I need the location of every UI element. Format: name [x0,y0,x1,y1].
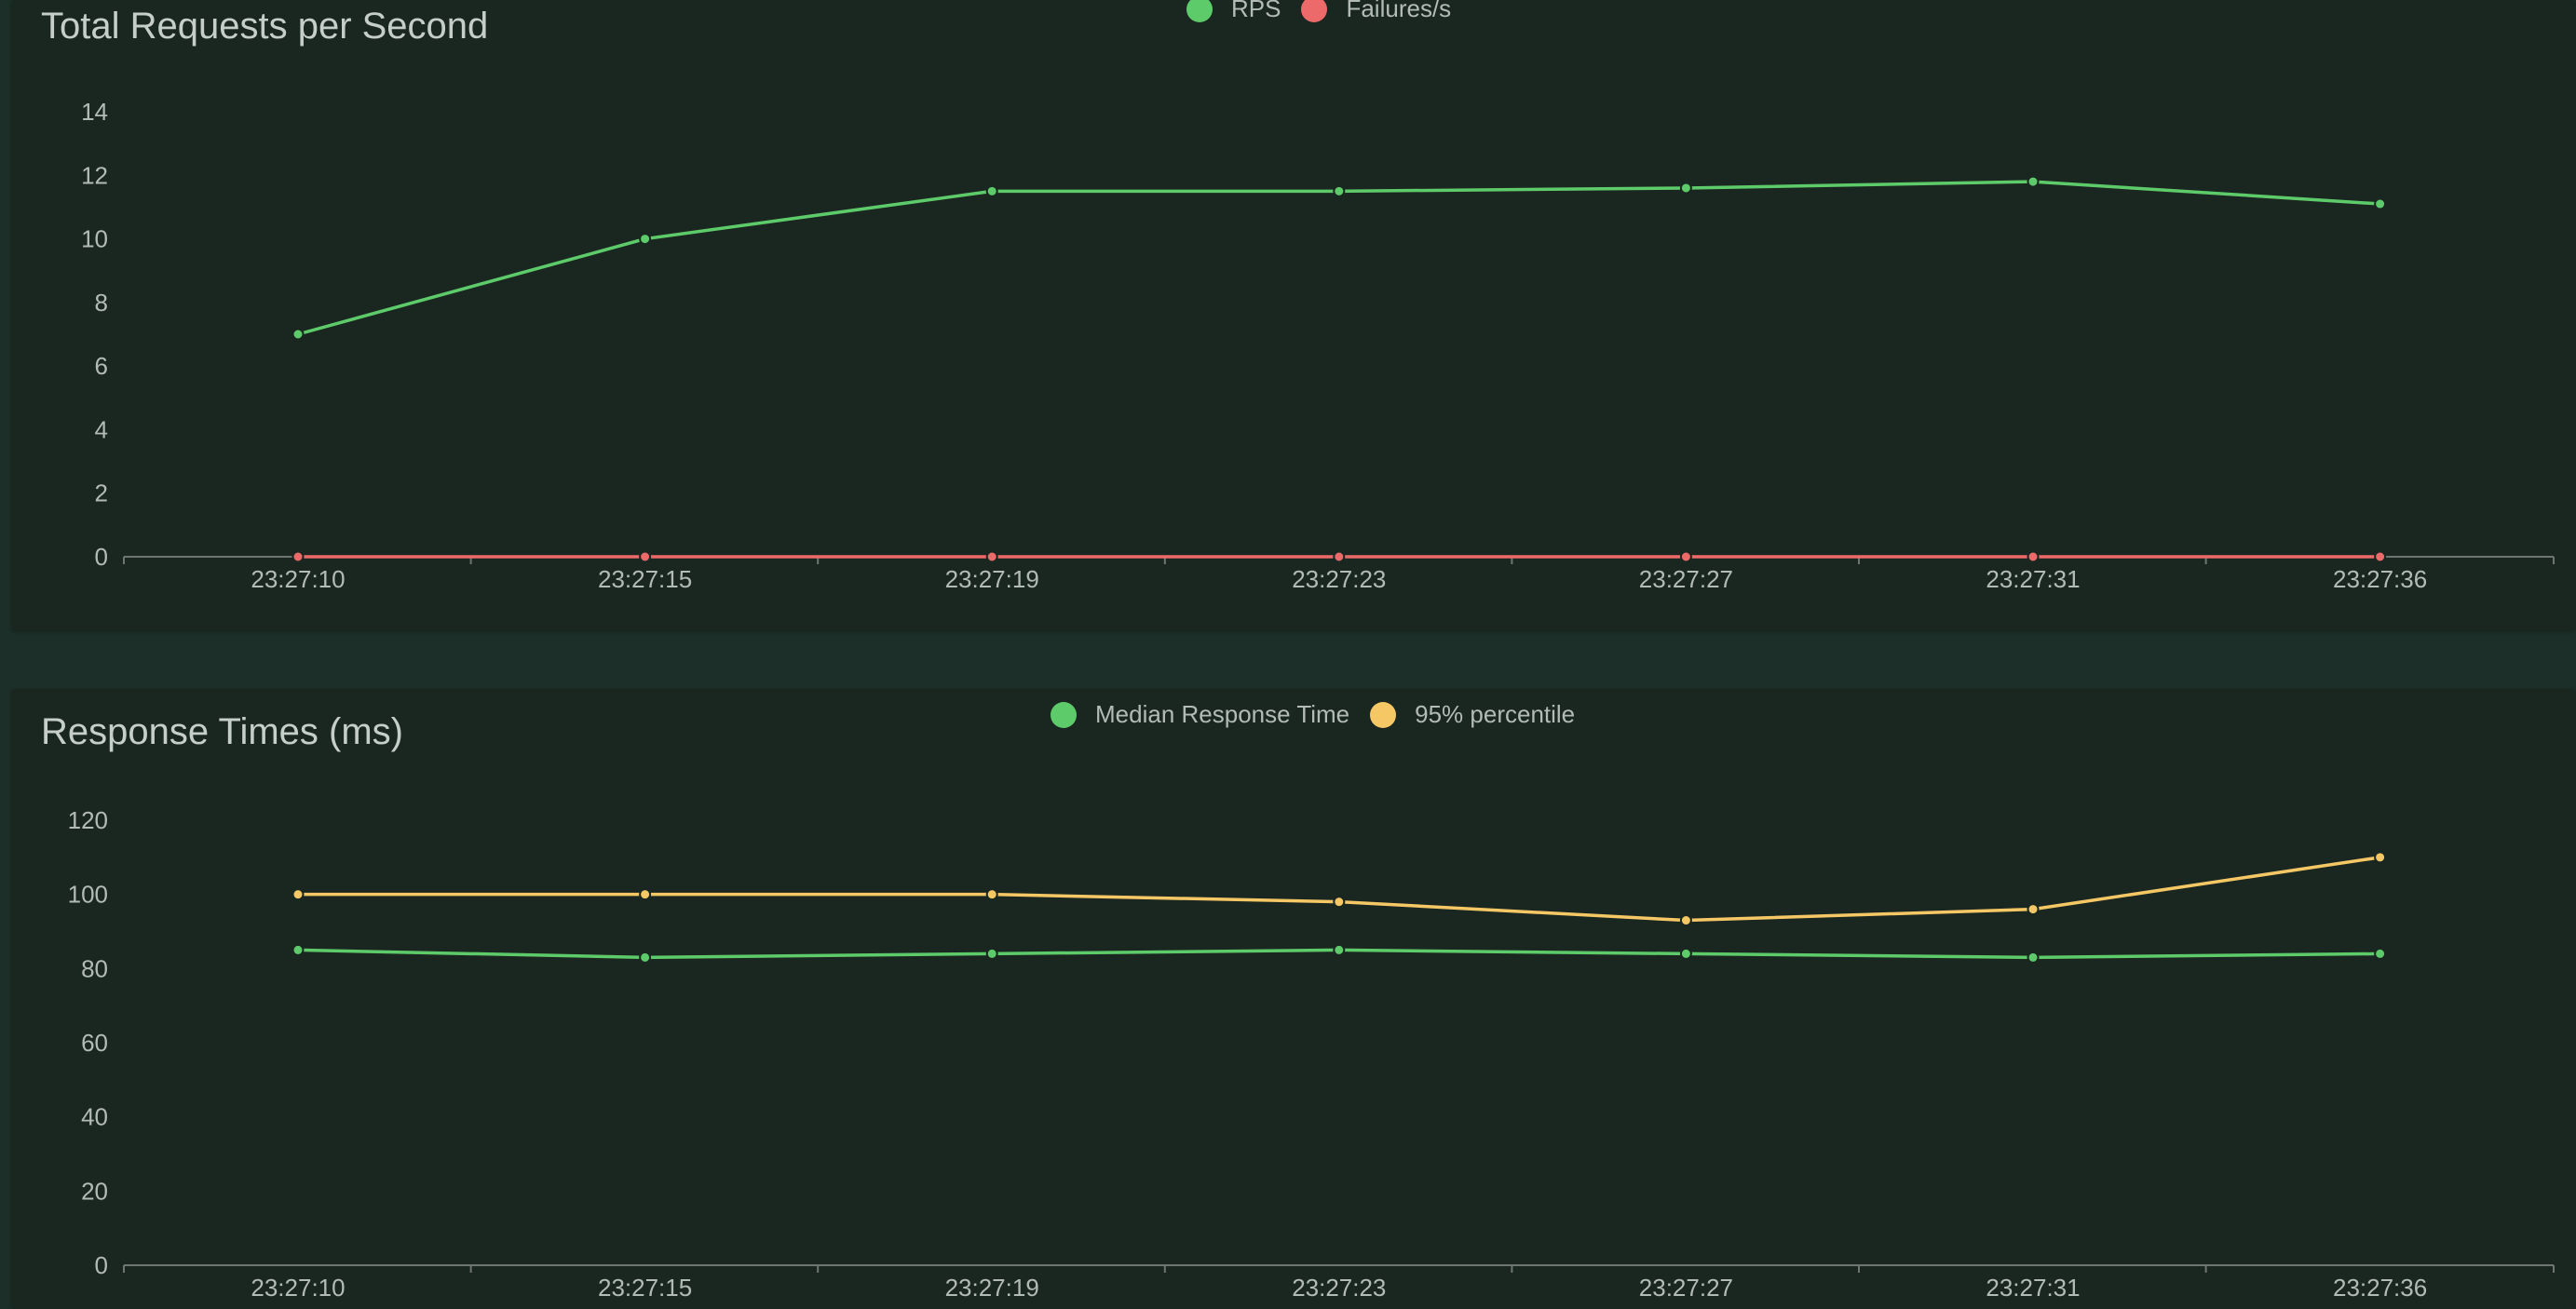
rt-x-tick-label: 23:27:27 [1639,1274,1733,1302]
rps-series-1-point[interactable] [291,550,305,563]
rps-series-1-point[interactable] [2027,550,2040,563]
legend-item-p95[interactable]: 95% percentile [1370,700,1575,729]
rps-y-tick-label: 8 [95,289,108,317]
response-times-chart-plot: 23:27:10 23:27:15 23:27:19 23:27:23 23:27:27… [68,806,2555,1302]
rps-y-tick-label: 2 [95,479,108,507]
legend-dot-p95 [1370,701,1397,728]
rt-y-tick-label: 60 [81,1029,108,1057]
rt-series-0-point[interactable] [985,947,998,960]
rps-series-1-point[interactable] [2374,550,2387,563]
legend-label-failures: Failures/s [1346,0,1452,22]
rps-series-0-point[interactable] [1679,182,1692,195]
rt-series-1-point[interactable] [1333,896,1346,909]
rt-y-tick-label: 40 [81,1103,108,1131]
rps-y-tick-label: 6 [95,352,108,380]
legend-item-median[interactable]: Median Response Time [1051,700,1349,729]
rps-chart-legend: RPS Failures/s [1186,0,1471,23]
response-times-chart-panel: Response Times (ms) Median Response Time… [11,689,2576,1309]
rps-chart-panel: Total Requests per Second RPS Failures/s… [11,0,2576,631]
rps-series-1-point[interactable] [1333,550,1346,563]
response-times-chart-legend: Median Response Time 95% percentile [1051,700,1595,729]
legend-item-failures[interactable]: Failures/s [1301,0,1451,23]
legend-label-p95: 95% percentile [1415,700,1576,728]
rt-series-0-point[interactable] [291,943,305,956]
rt-y-tick-label: 120 [68,806,108,834]
rps-series-0-point[interactable] [291,328,305,341]
rps-x-tick-label: 23:27:19 [945,565,1039,593]
rps-series-0-point[interactable] [2374,197,2387,210]
legend-dot-failures [1301,0,1328,22]
rps-chart-title: Total Requests per Second [41,6,489,47]
rt-y-tick-label: 0 [95,1251,108,1279]
legend-dot-rps [1186,0,1213,22]
legend-dot-median [1051,701,1077,728]
rt-series-0-point[interactable] [2027,951,2040,964]
rt-series-0-point[interactable] [1679,947,1692,960]
rps-chart-plot: 23:27:10 23:27:15 23:27:19 23:27:23 23:27:27… [81,98,2555,593]
rps-x-tick-label: 23:27:15 [598,565,692,593]
rt-series-0-point[interactable] [1333,943,1346,956]
rt-series-line-1 [298,856,2380,923]
rt-series-1-point[interactable] [1679,914,1692,927]
rt-x-tick-label: 23:27:15 [598,1274,692,1302]
rps-series-1-point[interactable] [639,550,652,563]
rps-y-tick-label: 12 [81,161,108,189]
rt-series-1-point[interactable] [2374,851,2387,864]
rt-series-1-point[interactable] [639,888,652,901]
rt-y-tick-label: 20 [81,1177,108,1205]
rt-x-tick-label: 23:27:10 [251,1274,345,1302]
rt-series-0-point[interactable] [639,951,652,964]
rps-x-tick-label: 23:27:31 [1986,565,2080,593]
rps-series-line-0 [297,180,2380,336]
legend-item-rps[interactable]: RPS [1186,0,1281,23]
rps-x-tick-label: 23:27:10 [251,565,345,593]
response-times-chart-title: Response Times (ms) [41,711,403,752]
rps-x-tick-label: 23:27:36 [2333,565,2427,593]
rps-series-0-point[interactable] [639,233,652,246]
rps-y-tick-label: 10 [81,225,108,253]
rps-y-tick-label: 4 [95,415,108,443]
rps-series-1-point[interactable] [1679,550,1692,563]
rps-x-tick-label: 23:27:23 [1292,565,1386,593]
rt-y-tick-label: 80 [81,954,108,982]
rt-x-tick-label: 23:27:23 [1292,1274,1386,1302]
rt-series-1-point[interactable] [291,888,305,901]
rps-series-1-point[interactable] [985,550,998,563]
legend-label-rps: RPS [1231,0,1281,22]
legend-label-median: Median Response Time [1095,700,1350,728]
rps-y-tick-label: 0 [95,543,108,571]
rps-y-tick-label: 14 [81,98,108,126]
rt-series-1-point[interactable] [2027,903,2040,916]
rps-series-0-point[interactable] [985,184,998,197]
rt-x-tick-label: 23:27:31 [1986,1274,2080,1302]
rt-x-tick-label: 23:27:19 [945,1274,1039,1302]
rt-series-0-point[interactable] [2374,947,2387,960]
rt-series-1-point[interactable] [985,888,998,901]
rps-series-0-point[interactable] [1333,184,1346,197]
rt-x-tick-label: 23:27:36 [2333,1274,2427,1302]
rps-series-0-point[interactable] [2027,175,2040,188]
rt-y-tick-label: 100 [68,881,108,909]
rps-x-tick-label: 23:27:27 [1639,565,1733,593]
